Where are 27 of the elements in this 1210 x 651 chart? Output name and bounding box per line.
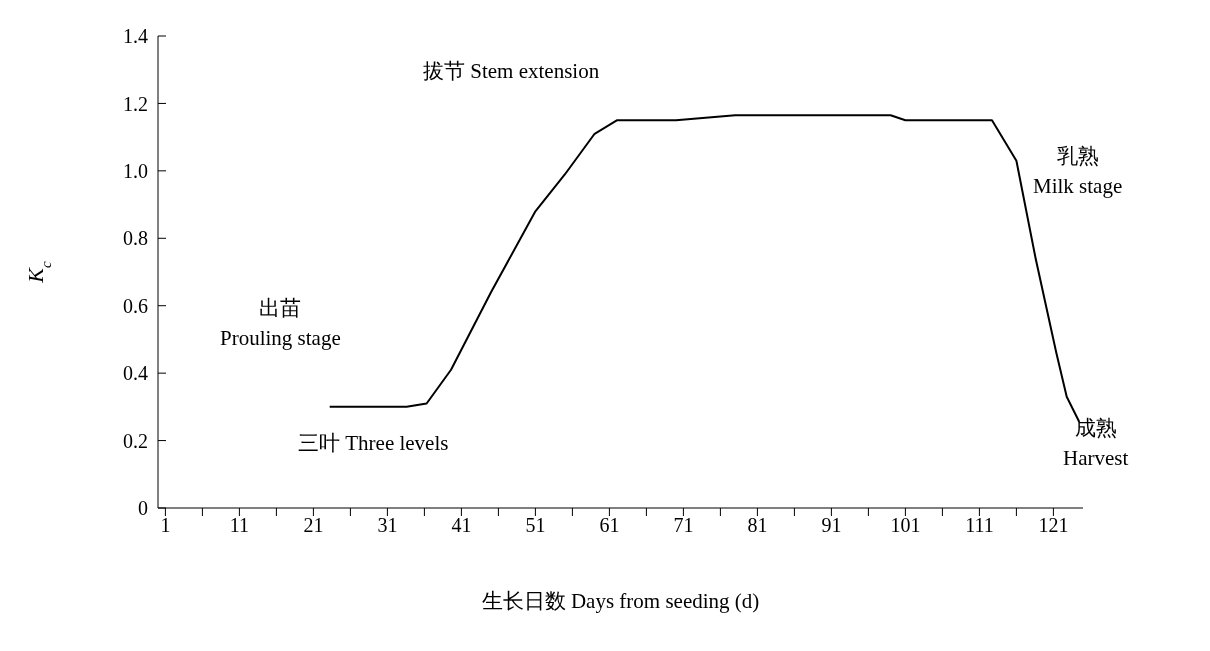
x-tick-label: 31 <box>377 514 398 537</box>
y-tick-label: 1.4 <box>123 25 148 48</box>
annotation: 三叶 Three levels <box>298 430 449 457</box>
y-tick-label: 1.0 <box>123 159 148 182</box>
x-tick-label: 101 <box>890 514 921 537</box>
x-tick-label: 81 <box>747 514 768 537</box>
annotation: 出苗 Prouling stage <box>220 295 341 352</box>
x-tick-label: 1 <box>160 514 171 537</box>
annotation: 成熟 Harvest <box>1063 415 1129 472</box>
x-tick-label: 91 <box>821 514 842 537</box>
x-tick-label: 71 <box>673 514 694 537</box>
y-tick-label: 0.8 <box>123 227 148 250</box>
y-tick-label: 0 <box>138 497 148 520</box>
annotation: 乳熟 Milk stage <box>1033 143 1123 200</box>
y-tick-label: 0.6 <box>123 294 148 317</box>
x-tick-label: 51 <box>525 514 546 537</box>
x-tick-label: 21 <box>303 514 324 537</box>
x-tick-label: 111 <box>965 514 994 537</box>
x-axis-title: 生长日数 Days from seeding (d) <box>481 589 760 613</box>
y-tick-label: 0.2 <box>123 429 148 452</box>
x-tick-label: 11 <box>229 514 250 537</box>
y-tick-label: 0.4 <box>123 362 148 385</box>
x-tick-label: 41 <box>451 514 472 537</box>
x-tick-label: 61 <box>599 514 620 537</box>
y-tick-label: 1.2 <box>123 92 148 115</box>
annotation: 拔节 Stem extension <box>423 58 600 85</box>
x-tick-label: 121 <box>1038 514 1069 537</box>
